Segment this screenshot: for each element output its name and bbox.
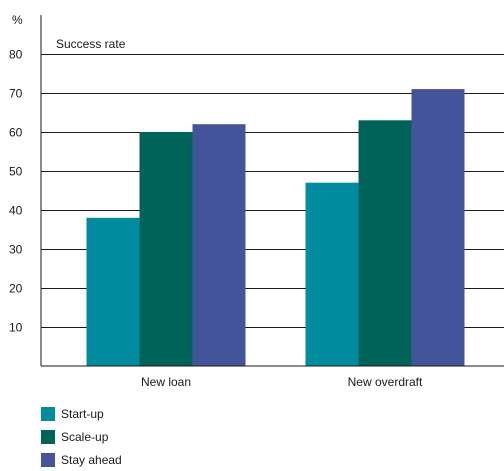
- bar-start-up: [86, 217, 140, 366]
- legend-swatch: [41, 429, 55, 444]
- legend: Start-up Scale-up Stay ahead: [41, 402, 122, 471]
- y-tick-label: 70: [9, 87, 23, 101]
- legend-item-start-up: Start-up: [41, 402, 122, 425]
- bar-scale-up: [358, 120, 412, 366]
- legend-swatch: [41, 452, 55, 467]
- frame: [40, 15, 504, 367]
- bar-start-up: [305, 182, 359, 366]
- y-tick-label: 40: [9, 204, 23, 218]
- legend-label: Start-up: [61, 406, 104, 421]
- legend-label: Stay ahead: [61, 452, 122, 467]
- y-unit-label: %: [12, 13, 23, 27]
- x-tick-label: New overdraft: [348, 375, 423, 389]
- y-tick-label: 80: [9, 48, 23, 62]
- x-tick-labels: New loan New overdraft: [141, 375, 423, 389]
- bars: [86, 89, 465, 366]
- bar-scale-up: [139, 132, 193, 366]
- bar-chart: 10 20 30 40 50 60 70 80 New loan New overdraft %…: [9, 13, 504, 389]
- bar-stay-ahead: [192, 124, 246, 366]
- legend-swatch: [41, 406, 55, 421]
- y-tick-label: 60: [9, 126, 23, 140]
- y-tick-label: 50: [9, 165, 23, 179]
- y-tick-labels: 10 20 30 40 50 60 70 80: [9, 48, 23, 335]
- bar-stay-ahead: [411, 89, 465, 366]
- y-tick-label: 20: [9, 282, 23, 296]
- y-tick-label: 10: [9, 321, 23, 335]
- legend-item-scale-up: Scale-up: [41, 425, 122, 448]
- x-tick-label: New loan: [141, 375, 191, 389]
- legend-item-stay-ahead: Stay ahead: [41, 448, 122, 471]
- y-tick-label: 30: [9, 243, 23, 257]
- legend-label: Scale-up: [61, 429, 109, 444]
- chart-title: Success rate: [56, 37, 126, 51]
